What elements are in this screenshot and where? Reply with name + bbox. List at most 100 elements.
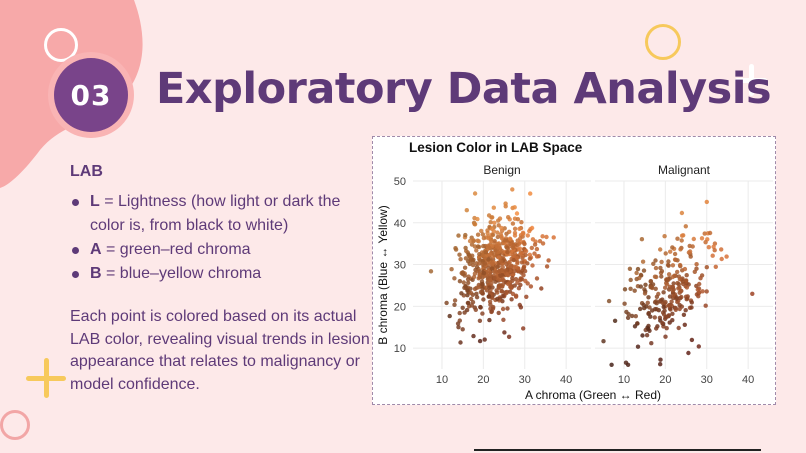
data-point <box>521 240 527 246</box>
data-point <box>663 251 668 256</box>
data-point <box>470 259 476 264</box>
data-point <box>480 252 485 258</box>
data-point <box>492 238 497 244</box>
data-point <box>523 252 528 258</box>
data-point <box>480 232 486 237</box>
data-point <box>499 289 505 294</box>
decor-circle <box>44 28 78 62</box>
data-point <box>509 297 514 302</box>
data-point <box>622 287 628 292</box>
data-point <box>463 245 468 251</box>
data-point <box>513 294 519 299</box>
data-point <box>521 231 526 236</box>
data-point <box>517 246 523 251</box>
bullet-list: L = Lightness (how light or dark the col… <box>70 190 370 286</box>
data-point <box>477 272 482 277</box>
y-tick-label: 20 <box>394 301 406 313</box>
data-point <box>471 274 477 280</box>
data-point <box>644 333 650 338</box>
data-point <box>512 230 518 236</box>
data-point <box>661 304 666 310</box>
data-point <box>527 256 533 261</box>
decor-circle-yellow <box>645 24 681 60</box>
data-point <box>465 277 471 282</box>
data-point <box>504 290 509 296</box>
data-point <box>475 232 481 237</box>
data-point <box>532 251 537 256</box>
data-point <box>491 205 496 210</box>
data-point <box>668 249 673 254</box>
data-point <box>511 253 516 258</box>
data-point <box>628 277 633 283</box>
data-point <box>534 246 540 252</box>
data-point <box>476 239 481 244</box>
data-point <box>498 259 503 264</box>
data-point <box>646 295 651 300</box>
data-point <box>650 308 655 313</box>
data-point <box>724 254 729 259</box>
data-point <box>684 297 689 302</box>
data-point <box>511 257 516 263</box>
data-point <box>540 234 545 239</box>
data-point <box>516 286 522 291</box>
data-point <box>632 324 638 329</box>
data-point <box>652 315 657 320</box>
data-point <box>678 288 683 293</box>
data-point <box>654 326 659 331</box>
data-point <box>476 285 481 290</box>
data-point <box>537 239 543 244</box>
data-point <box>637 275 642 281</box>
data-point <box>519 260 525 265</box>
data-point <box>677 302 682 308</box>
data-point <box>505 249 510 255</box>
data-point <box>684 285 690 290</box>
data-point <box>486 257 491 262</box>
data-point <box>495 230 500 235</box>
data-point <box>534 276 540 281</box>
data-point <box>683 224 688 229</box>
data-point <box>702 231 707 236</box>
data-point <box>698 276 703 281</box>
x-tick-label: 20 <box>477 374 489 386</box>
data-point <box>666 303 672 308</box>
data-point <box>524 294 529 299</box>
data-point <box>499 236 505 241</box>
data-point <box>469 303 475 308</box>
data-point <box>504 231 509 236</box>
data-point <box>659 269 665 274</box>
data-point <box>750 291 755 296</box>
data-point <box>645 300 650 305</box>
data-point <box>673 306 678 311</box>
data-point <box>488 302 493 307</box>
data-point <box>452 302 457 307</box>
data-point <box>512 283 517 288</box>
bullet-text: = Lightness (how light or dark the color… <box>90 193 341 234</box>
decor-plus-icon <box>735 64 767 96</box>
data-point <box>474 248 479 253</box>
data-point <box>460 305 465 310</box>
data-point <box>684 273 689 278</box>
data-point <box>477 252 482 257</box>
data-point <box>517 241 522 246</box>
data-point <box>515 217 521 222</box>
data-point <box>625 315 631 320</box>
data-point <box>481 235 487 241</box>
data-point <box>525 281 530 286</box>
data-point <box>495 264 500 270</box>
bullet-term: B <box>90 265 102 282</box>
data-point <box>632 288 637 293</box>
data-point <box>499 268 504 273</box>
data-point <box>480 282 485 287</box>
data-point <box>487 317 492 323</box>
data-point <box>494 243 499 249</box>
data-point <box>501 317 506 322</box>
data-point <box>679 294 684 300</box>
data-point <box>530 237 536 242</box>
data-point <box>648 279 653 284</box>
data-point <box>666 259 671 264</box>
data-point <box>468 290 474 296</box>
data-point <box>485 228 490 233</box>
page-title: Exploratory Data Analysis <box>156 64 772 114</box>
data-point <box>458 257 463 262</box>
data-point <box>635 321 640 326</box>
